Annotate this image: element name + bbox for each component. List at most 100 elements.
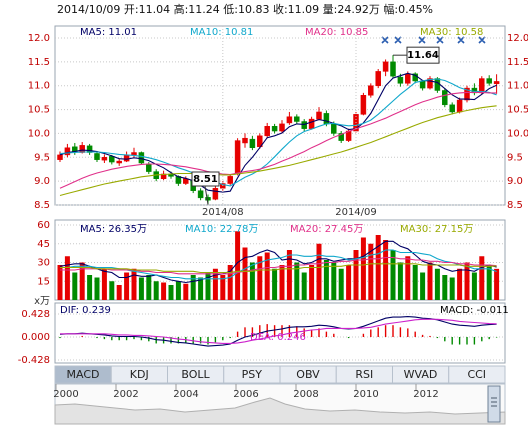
tab-label[interactable]: KDJ bbox=[130, 368, 149, 381]
volume-bar bbox=[331, 262, 337, 300]
volume-bar bbox=[257, 256, 263, 300]
volume-bar bbox=[64, 256, 70, 300]
y-tick-label: 60 bbox=[37, 220, 50, 231]
ma-line bbox=[59, 91, 497, 189]
volume-bar bbox=[338, 268, 344, 300]
volume-bar bbox=[72, 272, 78, 300]
header: 2014/10/09 开:11.04 高:11.24 低:10.83 收:11.… bbox=[57, 2, 433, 16]
volume-bar bbox=[146, 275, 152, 300]
volume-bar bbox=[279, 265, 285, 300]
legend-entry: DEA: 0.246 bbox=[250, 332, 306, 343]
marker-icons bbox=[381, 36, 486, 44]
candle-body bbox=[101, 157, 108, 161]
volume-bar bbox=[94, 277, 100, 300]
volume-bar bbox=[346, 265, 352, 300]
candle-body bbox=[405, 73, 411, 84]
volume-bar bbox=[442, 275, 448, 300]
volume-bar bbox=[116, 285, 122, 300]
unit-label: x万 bbox=[34, 296, 50, 307]
y-tick-label: 11.5 bbox=[28, 57, 50, 68]
y-tick-label: 9.0 bbox=[34, 176, 50, 187]
candle-body bbox=[286, 116, 293, 124]
volume-bar bbox=[420, 272, 426, 300]
legend-entry: MA5: 26.35万 bbox=[80, 224, 147, 235]
candle-body bbox=[479, 78, 485, 94]
candle-body bbox=[131, 152, 137, 156]
volume-bar bbox=[434, 268, 440, 300]
tab-label[interactable]: MACD bbox=[67, 368, 100, 381]
volume-bar bbox=[272, 268, 278, 300]
legend-entry: MA30: 10.58 bbox=[420, 27, 483, 38]
volume-bar bbox=[375, 235, 381, 300]
y-tick-label-right: 11.5 bbox=[507, 57, 528, 68]
volume-bar bbox=[220, 275, 226, 300]
candle-body bbox=[464, 87, 470, 101]
volume-bar bbox=[175, 281, 181, 300]
ma-line bbox=[59, 72, 497, 193]
volume-bar bbox=[249, 262, 255, 300]
volume-bar bbox=[286, 250, 292, 300]
volume-bar bbox=[405, 256, 411, 300]
legend-entry: MA10: 22.78万 bbox=[185, 224, 258, 235]
volume-bar bbox=[168, 285, 174, 300]
legend-entry: MA20: 10.85 bbox=[305, 27, 368, 38]
candle-body bbox=[323, 113, 330, 125]
y-tick-label-right: 10.0 bbox=[507, 128, 528, 139]
candle-body bbox=[493, 81, 500, 85]
volume-bar bbox=[390, 250, 396, 300]
tab[interactable] bbox=[448, 365, 506, 384]
volume-bar bbox=[383, 240, 389, 300]
tab-label[interactable]: CCI bbox=[467, 368, 486, 381]
y-tick-label: 10.5 bbox=[28, 105, 50, 116]
candle-body bbox=[308, 118, 315, 129]
y-tick-label-right: 9.5 bbox=[507, 152, 523, 163]
tab-label[interactable]: PSY bbox=[242, 368, 263, 381]
y-tick-label: 11.0 bbox=[28, 81, 50, 92]
legend-entry: MA20: 27.45万 bbox=[290, 224, 363, 235]
volume-bar bbox=[109, 281, 115, 300]
y-tick-label: 8.5 bbox=[34, 200, 50, 211]
x-tick-label: 2014/08 bbox=[202, 207, 244, 218]
candle-body bbox=[227, 176, 233, 184]
volume-bar bbox=[449, 277, 455, 300]
candle-body bbox=[234, 140, 241, 175]
candle-body bbox=[109, 156, 115, 163]
y-tick-label-right: 10.5 bbox=[507, 105, 528, 116]
volume-bar bbox=[486, 265, 492, 300]
tab-label[interactable]: OBV bbox=[296, 368, 320, 381]
max-box bbox=[406, 46, 440, 64]
y-tick-label: 12.0 bbox=[28, 33, 50, 44]
year-label: 2006 bbox=[233, 389, 258, 400]
candle-body bbox=[442, 90, 448, 106]
legend-entry: MA30: 27.15万 bbox=[400, 224, 473, 235]
candle-body bbox=[427, 78, 433, 89]
y-tick-label-right: 12.0 bbox=[507, 33, 528, 44]
candle-body bbox=[331, 123, 337, 134]
markers bbox=[381, 36, 486, 44]
y-tick-label: 0.000 bbox=[21, 332, 50, 343]
candle-body bbox=[138, 152, 145, 164]
candle-body bbox=[123, 154, 130, 162]
tab-label[interactable]: WVAD bbox=[404, 368, 438, 381]
year-label: 2010 bbox=[353, 389, 378, 400]
ma-line bbox=[59, 78, 497, 187]
candle-body bbox=[183, 178, 189, 184]
volume-bar bbox=[323, 260, 329, 300]
legend-entry: MA5: 11.01 bbox=[80, 27, 137, 38]
legend-entry: DIF: 0.239 bbox=[60, 305, 111, 316]
candle-body bbox=[212, 188, 219, 200]
volume-bar bbox=[212, 268, 218, 300]
tab-label[interactable]: RSI bbox=[355, 368, 373, 381]
handle-grip bbox=[491, 397, 497, 407]
tab-label[interactable]: BOLL bbox=[181, 368, 210, 381]
candle-body bbox=[116, 160, 122, 164]
ma-line bbox=[59, 105, 497, 197]
volume-bar bbox=[138, 277, 144, 300]
candle-body bbox=[338, 133, 344, 141]
volume-bar bbox=[301, 272, 307, 300]
timeline-handle[interactable] bbox=[487, 385, 501, 423]
volume-bar bbox=[412, 265, 418, 300]
min-pointer bbox=[204, 185, 209, 205]
candle-body bbox=[486, 78, 492, 84]
volume-bar bbox=[360, 237, 366, 300]
